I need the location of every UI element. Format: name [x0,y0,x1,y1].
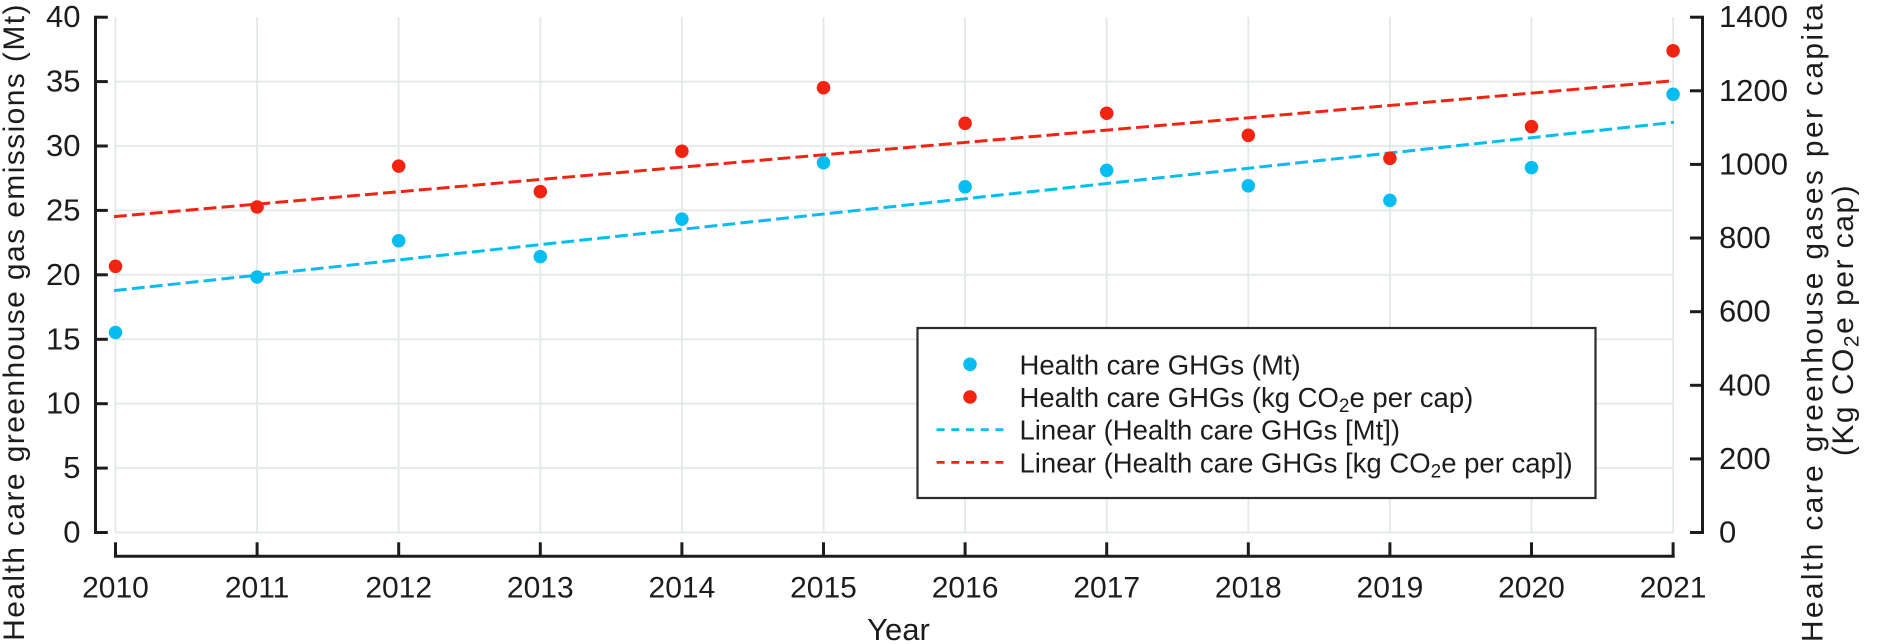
svg-text:0: 0 [63,515,80,550]
svg-text:15: 15 [46,321,80,356]
svg-text:Health care greenhouse gas emi: Health care greenhouse gas emissions (Mt… [0,3,31,641]
svg-text:1000: 1000 [1719,146,1788,181]
svg-text:10: 10 [46,386,80,421]
svg-text:2015: 2015 [790,572,857,605]
svg-text:2012: 2012 [365,572,432,605]
svg-text:0: 0 [1719,515,1736,550]
svg-text:2017: 2017 [1073,572,1140,605]
svg-text:Health care GHGs (Mt): Health care GHGs (Mt) [1020,349,1301,380]
svg-text:2021: 2021 [1640,572,1707,605]
svg-text:5: 5 [63,450,80,485]
svg-text:Health care GHGs (kg CO2e per: Health care GHGs (kg CO2e per cap) [1020,382,1474,417]
svg-text:2020: 2020 [1498,572,1565,605]
svg-text:20: 20 [46,257,80,292]
svg-text:40: 40 [46,0,80,34]
svg-text:35: 35 [46,64,80,99]
svg-text:2014: 2014 [649,572,716,605]
svg-text:Linear (Health care GHGs [Mt]): Linear (Health care GHGs [Mt]) [1020,415,1401,446]
svg-text:1200: 1200 [1719,73,1788,108]
svg-text:2010: 2010 [82,572,149,605]
svg-text:(Kg CO2e per cap): (Kg CO2e per cap) [1827,184,1864,456]
svg-text:600: 600 [1719,294,1771,329]
svg-text:Linear (Health care GHGs [kg C: Linear (Health care GHGs [kg CO2e per ca… [1020,447,1573,482]
svg-text:2011: 2011 [225,572,290,605]
svg-text:2013: 2013 [507,572,574,605]
svg-text:2018: 2018 [1215,572,1282,605]
svg-text:2016: 2016 [932,572,999,605]
svg-text:800: 800 [1719,220,1771,255]
svg-text:2019: 2019 [1357,572,1424,605]
svg-text:25: 25 [46,192,80,227]
svg-text:30: 30 [46,128,80,163]
svg-text:Health care greenhouse gases p: Health care greenhouse gases per capita [1797,2,1830,642]
svg-text:Year: Year [867,612,930,644]
svg-text:200: 200 [1719,441,1771,476]
svg-text:400: 400 [1719,367,1771,402]
svg-text:1400: 1400 [1719,0,1788,34]
